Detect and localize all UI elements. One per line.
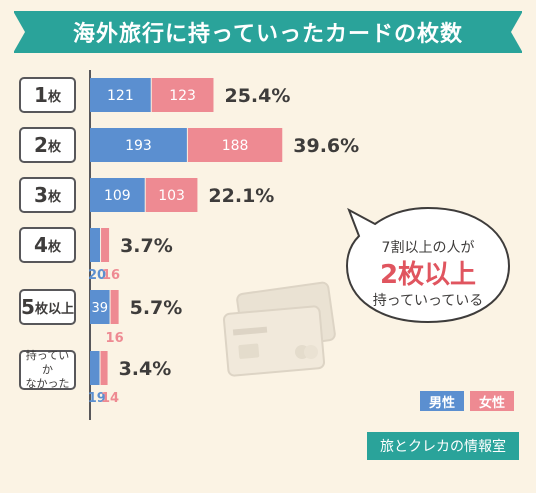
category-number: 3 — [34, 183, 48, 207]
callout-bubble — [345, 206, 511, 324]
percent-label: 5.7% — [130, 297, 183, 319]
category-number: 1 — [34, 83, 48, 107]
percent-label: 22.1% — [208, 185, 274, 207]
brand-label: 旅とクレカの情報室 — [367, 432, 519, 460]
value-label-male: 193 — [125, 138, 152, 154]
value-label-female: 14 — [101, 391, 119, 406]
bar-female — [100, 351, 108, 385]
percent-label: 3.4% — [119, 358, 172, 380]
bar-male — [90, 128, 187, 162]
value-label-female: 16 — [106, 331, 124, 346]
value-label-female: 16 — [102, 268, 120, 283]
legend-female: 女性 — [470, 391, 514, 411]
bar-female — [145, 178, 198, 212]
category-suffix: 枚 — [47, 89, 61, 105]
category-suffix: 枚 — [47, 139, 61, 155]
value-label-female: 123 — [169, 88, 196, 104]
bar-female — [187, 128, 283, 162]
bar-female — [110, 290, 119, 324]
value-label-male: 109 — [104, 188, 131, 204]
percent-label: 39.6% — [293, 135, 359, 157]
category-suffix: 枚以上 — [34, 301, 74, 317]
value-label-female: 188 — [222, 138, 249, 154]
category-suffix: 枚 — [47, 239, 61, 255]
bar-male — [90, 228, 101, 262]
bar-male — [90, 178, 145, 212]
value-label-male: 20 — [88, 268, 106, 283]
value-label-male: 19 — [88, 391, 106, 406]
callout-line-3: 持っていっている — [372, 293, 484, 309]
legend-male: 男性 — [420, 391, 464, 411]
bar-male — [90, 351, 100, 385]
credit-cards-icon — [222, 281, 336, 377]
category-label: 持っていか なかった — [19, 349, 76, 390]
callout-line-1: 7割以上の人が — [381, 240, 475, 256]
value-label-male: 39 — [92, 301, 109, 316]
category-number: 2 — [34, 133, 48, 157]
value-label-male: 121 — [107, 88, 134, 104]
percent-label: 3.7% — [120, 235, 173, 257]
bar-male — [90, 290, 110, 324]
bar-male — [90, 78, 151, 112]
category-number: 4 — [34, 233, 48, 257]
chart-title: 海外旅行に持っていったカードの枚数 — [13, 11, 523, 53]
category-label: 5 枚以上 — [19, 289, 76, 325]
bar-female — [151, 78, 214, 112]
value-label-female: 103 — [158, 188, 185, 204]
category-suffix: 枚 — [47, 189, 61, 205]
category-number: 5 — [21, 295, 35, 319]
percent-label: 25.4% — [224, 85, 290, 107]
callout-line-2: 2枚以上 — [379, 260, 477, 290]
bar-female — [101, 228, 110, 262]
